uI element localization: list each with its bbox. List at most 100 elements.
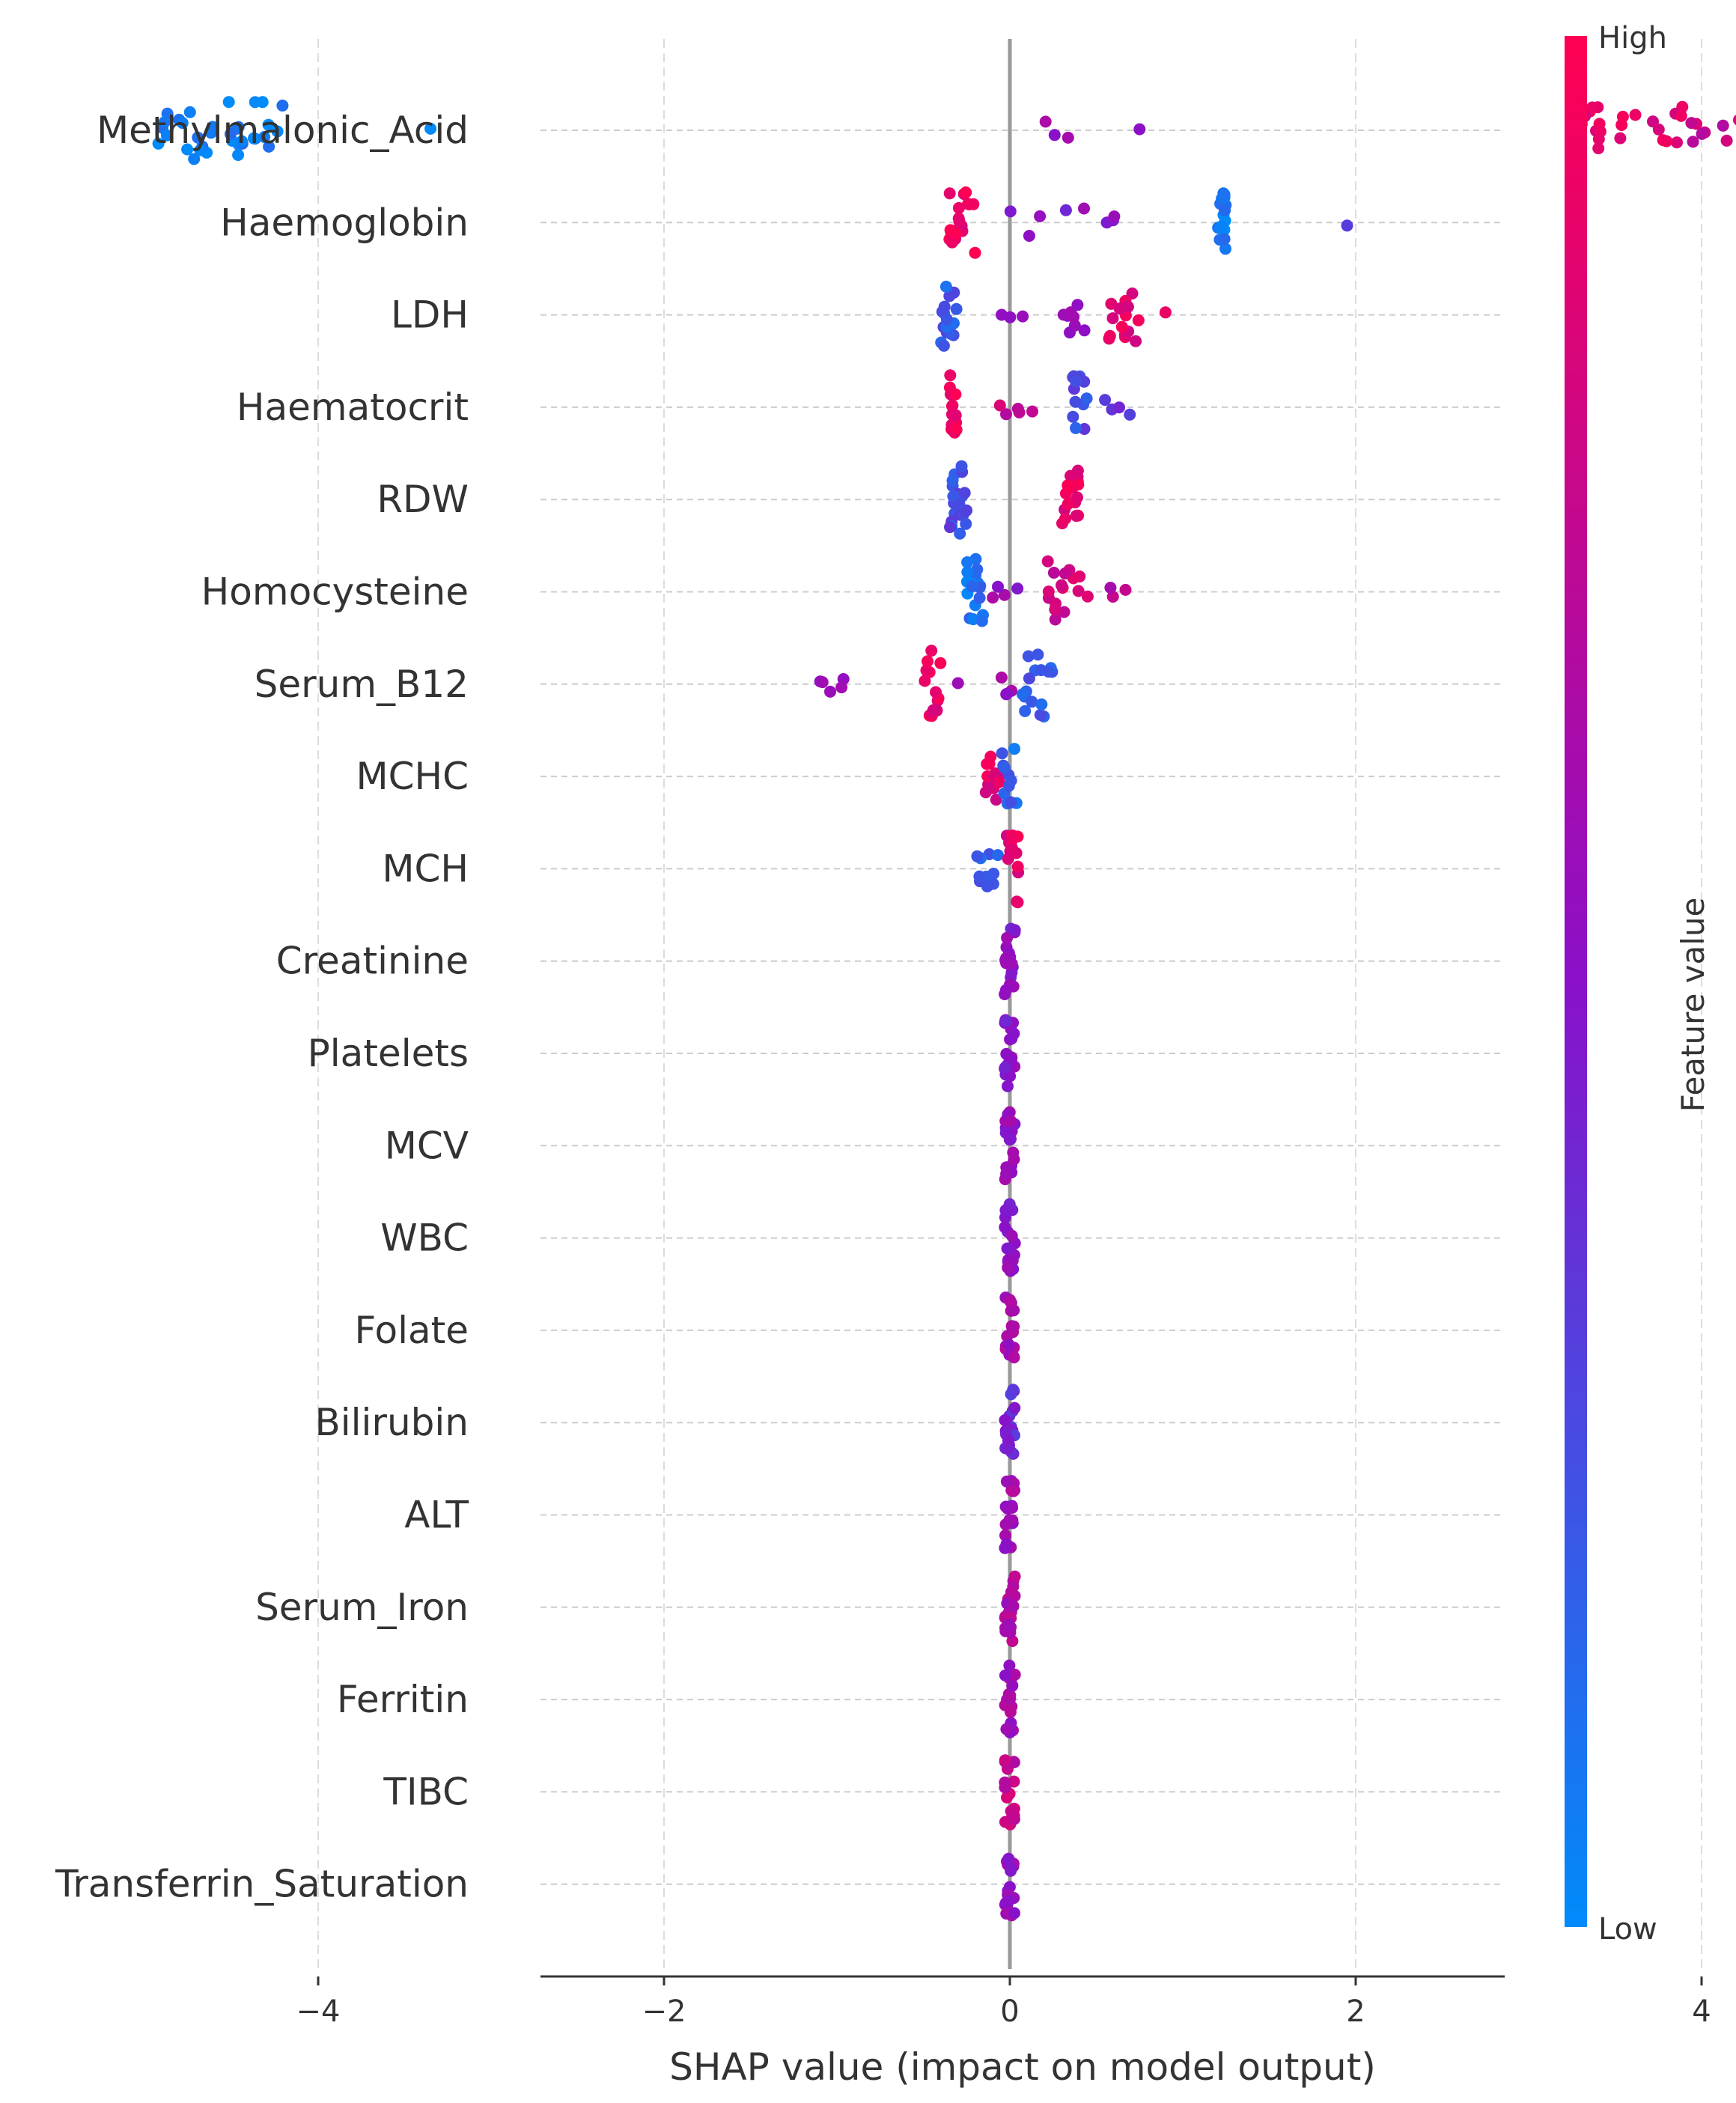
- shap-point: [960, 517, 972, 530]
- shap-point: [1032, 648, 1044, 661]
- shap-point: [1069, 395, 1082, 408]
- colorbar-title: Feature value: [1675, 898, 1711, 1113]
- shap-point: [1000, 1168, 1013, 1180]
- shap-point: [1008, 1756, 1020, 1768]
- shap-point: [943, 187, 956, 200]
- shap-point: [1629, 109, 1642, 121]
- shap-point: [939, 280, 952, 293]
- shap-point: [1675, 109, 1687, 122]
- shap-point: [1078, 202, 1090, 215]
- shap-point: [1002, 779, 1015, 792]
- shap-point: [1062, 131, 1074, 144]
- x-axis: −4 −2 0 2 4: [296, 1975, 1711, 2029]
- shap-point: [222, 96, 235, 109]
- shap-point: [979, 786, 992, 799]
- shap-point: [1068, 311, 1080, 323]
- feature-label: WBC: [380, 1217, 469, 1260]
- x-axis-title: SHAP value (impact on model output): [669, 2045, 1376, 2089]
- x-tick-label: 0: [1000, 1994, 1019, 2029]
- shap-point: [1113, 401, 1125, 414]
- shap-point: [950, 302, 963, 315]
- feature-label: Creatinine: [276, 940, 469, 983]
- shap-point: [224, 128, 237, 140]
- shap-point: [1062, 498, 1074, 511]
- feature-labels: Methylmalonic_Acid Haemoglobin LDH Haematoc…: [55, 109, 469, 1906]
- shap-point: [1080, 392, 1093, 405]
- feature-label: Transferrin_Saturation: [55, 1863, 469, 1906]
- shap-point: [966, 580, 978, 593]
- shap-point: [1005, 796, 1017, 809]
- shap-point: [1099, 394, 1112, 407]
- shap-point: [1070, 421, 1082, 434]
- shap-point: [1000, 688, 1013, 701]
- shap-point: [955, 460, 968, 472]
- feature-label: MCHC: [356, 755, 469, 798]
- colorbar: High Low Feature value: [1565, 21, 1711, 1947]
- shap-point: [999, 1669, 1011, 1682]
- shap-point: [1341, 219, 1353, 232]
- shap-point: [1005, 1115, 1017, 1127]
- shap-point: [262, 118, 275, 131]
- shap-point: [263, 140, 275, 153]
- shap-point: [158, 116, 171, 129]
- shap-point: [1002, 1262, 1014, 1274]
- shap-point: [920, 664, 933, 677]
- shap-point: [973, 591, 986, 604]
- feature-label: Serum_B12: [255, 663, 469, 706]
- shap-point: [1003, 1514, 1016, 1527]
- shap-point: [1004, 311, 1017, 323]
- shap-point: [949, 409, 962, 421]
- shap-point: [954, 527, 966, 540]
- shap-point: [1048, 129, 1061, 141]
- shap-point: [999, 988, 1011, 1000]
- shap-point: [1026, 696, 1038, 708]
- shap-point: [835, 681, 848, 694]
- shap-point: [1106, 591, 1119, 603]
- shap-point: [1013, 406, 1026, 419]
- feature-label: Haemoglobin: [220, 201, 469, 244]
- shap-point: [1008, 1351, 1020, 1364]
- row-gridlines: [540, 130, 1505, 1885]
- shap-point: [1000, 408, 1012, 421]
- shap-point: [181, 143, 194, 156]
- shap-point: [1696, 127, 1708, 140]
- shap-point: [1010, 847, 1023, 859]
- x-tick-label: −2: [642, 1994, 686, 2029]
- shap-point: [943, 290, 956, 302]
- shap-point: [1006, 1810, 1019, 1823]
- shap-point: [1733, 115, 1736, 126]
- shap-point: [1047, 567, 1060, 579]
- shap-point: [256, 96, 269, 109]
- shap-point: [1001, 931, 1014, 944]
- shap-point: [1007, 1485, 1020, 1497]
- feature-label: Methylmalonic_Acid: [97, 109, 469, 152]
- shap-point: [922, 655, 934, 668]
- shap-point: [944, 224, 957, 237]
- feature-label: Platelets: [308, 1032, 469, 1075]
- shap-point: [973, 870, 986, 883]
- shap-point: [937, 339, 950, 352]
- shap-point: [1026, 405, 1038, 418]
- shap-point: [1081, 590, 1094, 603]
- shap-point: [1039, 115, 1052, 128]
- shap-point: [987, 868, 1000, 880]
- shap-point: [1720, 134, 1733, 147]
- shap-point: [1034, 210, 1047, 222]
- feature-label: MCV: [385, 1124, 469, 1167]
- shap-point: [1078, 423, 1091, 435]
- shap-point: [1000, 1723, 1013, 1735]
- shap-point: [1059, 204, 1072, 216]
- shap-point: [1008, 1304, 1020, 1317]
- shap-point: [1133, 123, 1146, 136]
- shap-point: [981, 880, 993, 892]
- shap-point: [1103, 329, 1116, 342]
- shap-point: [1108, 210, 1121, 223]
- shap-point: [1011, 582, 1024, 595]
- shap-point: [1078, 324, 1091, 337]
- shap-point: [999, 1221, 1011, 1234]
- shap-point: [1035, 664, 1047, 677]
- shap-point: [271, 125, 284, 138]
- shap-point: [1007, 1384, 1020, 1396]
- shap-point: [952, 201, 965, 214]
- shap-point: [987, 591, 999, 604]
